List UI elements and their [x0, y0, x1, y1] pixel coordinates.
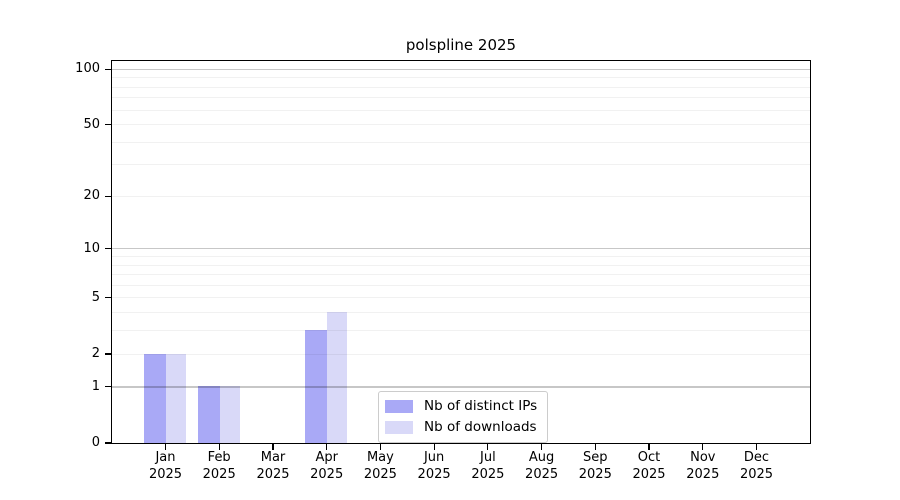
y-tick-0: [105, 442, 112, 444]
chart-title: polspline 2025: [405, 36, 517, 54]
gridline-3: [111, 330, 810, 332]
legend-label-1: Nb of downloads: [424, 419, 537, 435]
x-tick-label-sep: Sep 2025: [578, 450, 612, 482]
gridline-20: [111, 195, 810, 197]
x-tick-label-mar: Mar 2025: [256, 450, 290, 482]
bar-jan-series0: [144, 353, 166, 443]
legend-swatch-1: [385, 421, 413, 434]
legend-label-0: Nb of distinct IPs: [424, 398, 538, 414]
x-tick-apr: [326, 443, 328, 450]
x-tick-label-jun: Jun 2025: [417, 450, 451, 482]
x-tick-label-jul: Jul 2025: [471, 450, 505, 482]
x-tick-label-nov: Nov 2025: [686, 450, 720, 482]
gridline-9: [111, 256, 810, 257]
plot-area: [110, 59, 811, 444]
gridline-40: [111, 141, 810, 143]
y-tick-label-0: 0: [91, 435, 100, 450]
x-tick-jan: [164, 443, 167, 450]
x-tick-label-feb: Feb 2025: [202, 450, 236, 482]
gridline-5: [111, 297, 810, 299]
y-tick-100: [105, 68, 112, 70]
y-tick-label-50: 50: [83, 116, 100, 132]
gridline-50: [111, 124, 810, 125]
x-tick-mar: [272, 443, 274, 450]
gridline-70: [111, 97, 810, 99]
gridline-90: [111, 77, 810, 79]
y-tick-50: [105, 123, 112, 126]
x-tick-may: [379, 443, 381, 450]
legend: Nb of distinct IPs Nb of downloads: [378, 391, 549, 443]
bar-feb-series0: [197, 386, 220, 443]
gridline-8: [111, 264, 810, 266]
x-tick-label-oct: Oct 2025: [632, 450, 666, 482]
y-tick-5: [105, 297, 112, 299]
x-tick-aug: [541, 443, 543, 450]
bar-jan-series1: [166, 353, 186, 443]
x-tick-jul: [487, 443, 489, 450]
x-tick-oct: [648, 443, 650, 450]
y-tick-label-10: 10: [83, 240, 100, 256]
x-tick-dec: [755, 443, 758, 450]
x-tick-label-apr: Apr 2025: [310, 450, 344, 482]
x-tick-nov: [702, 443, 704, 450]
gridline-10: [111, 248, 810, 250]
gridline-100: [111, 68, 810, 70]
gridline-2: [111, 353, 810, 355]
legend-swatch-0: [385, 400, 413, 413]
x-tick-feb: [218, 443, 220, 450]
y-tick-1: [105, 386, 112, 388]
bar-feb-series1: [219, 386, 240, 443]
y-tick-label-5: 5: [91, 289, 100, 305]
y-tick-2: [105, 353, 112, 355]
x-tick-label-may: May 2025: [363, 450, 397, 482]
y-tick-label-1: 1: [91, 378, 100, 394]
y-tick-label-20: 20: [83, 188, 100, 204]
y-tick-label-100: 100: [75, 61, 100, 77]
gridline-60: [111, 109, 810, 111]
x-tick-label-dec: Dec 2025: [739, 450, 774, 482]
gridline-1: [111, 386, 810, 388]
gridline-4: [111, 312, 810, 314]
gridline-7: [111, 274, 810, 276]
x-tick-label-jan: Jan 2025: [148, 450, 183, 482]
legend-item-1: Nb of downloads: [385, 419, 537, 436]
x-tick-sep: [594, 443, 596, 450]
plot-canvas: [111, 61, 810, 443]
gridline-6: [111, 284, 810, 286]
x-tick-jun: [433, 443, 435, 450]
bar-apr-series0: [305, 330, 328, 443]
y-tick-10: [105, 248, 112, 250]
y-tick-label-2: 2: [91, 346, 100, 361]
bar-apr-series1: [327, 312, 348, 443]
legend-item-0: Nb of distinct IPs: [385, 398, 537, 415]
x-tick-label-aug: Aug 2025: [525, 450, 559, 482]
gridline-30: [111, 164, 810, 166]
gridline-80: [111, 86, 810, 88]
y-tick-20: [105, 195, 112, 197]
